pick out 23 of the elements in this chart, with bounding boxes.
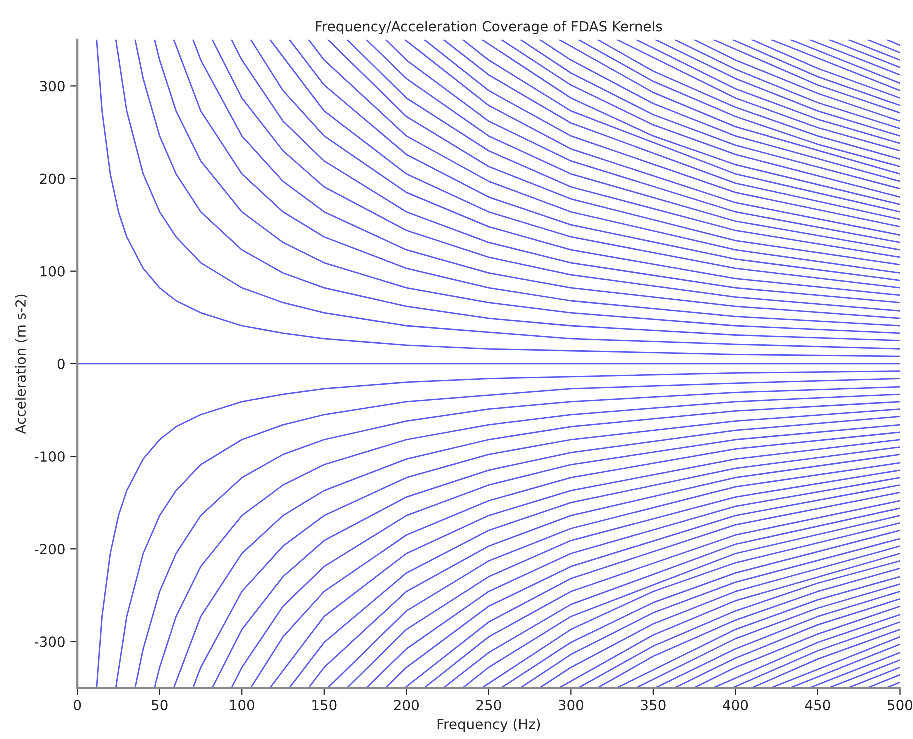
y-tick-label: 0 — [58, 358, 65, 370]
y-tick-label: 300 — [40, 81, 65, 92]
x-tick-label: 250 — [476, 700, 502, 711]
line-series — [694, 606, 900, 688]
y-tick-label: -200 — [34, 544, 65, 555]
y-axis-title: Acceleration (m s-2) — [15, 294, 28, 434]
x-tick-label: 50 — [152, 700, 168, 711]
x-axis-title: Frequency (Hz) — [438, 718, 540, 732]
chart-title: Frequency/Acceleration Coverage of FDAS Kernels — [316, 21, 662, 34]
y-tick-label: -300 — [34, 636, 65, 648]
y-tick-label: -100 — [34, 452, 65, 462]
x-tick-label: 300 — [558, 700, 584, 711]
x-tick-label: 500 — [888, 700, 913, 711]
x-tick-label: 200 — [394, 700, 419, 711]
x-tick-label: 450 — [805, 700, 830, 711]
line-series — [694, 40, 900, 122]
x-tick-label: 350 — [641, 700, 666, 711]
x-tick-label: 400 — [723, 700, 748, 711]
x-tick-label: 150 — [312, 700, 337, 711]
y-tick-label: 200 — [40, 174, 65, 184]
y-tick-label: 100 — [40, 266, 65, 277]
x-tick-label: 0 — [74, 700, 82, 711]
x-tick-label: 100 — [230, 700, 254, 711]
